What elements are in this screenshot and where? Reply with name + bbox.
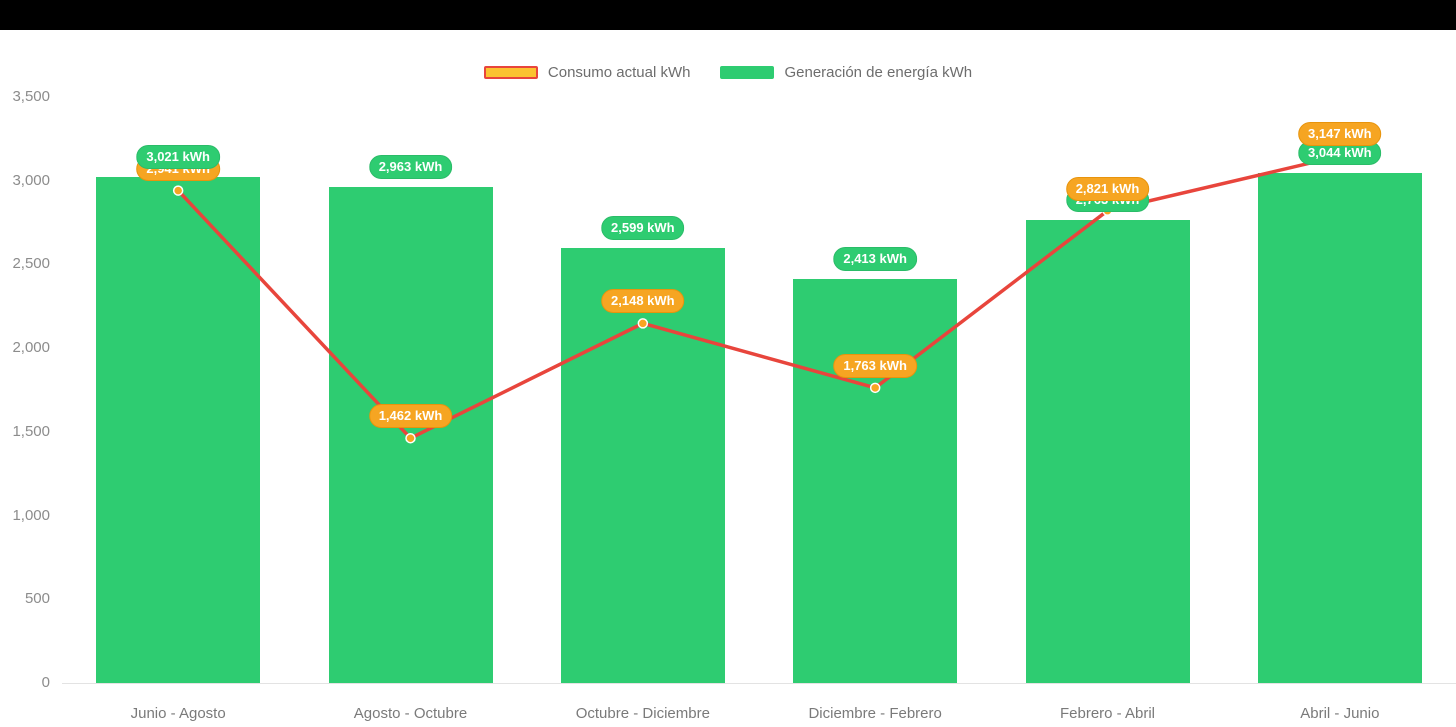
x-axis-label: Junio - Agosto — [130, 705, 226, 722]
y-tick-label: 3,500 — [12, 88, 50, 105]
bar-generacion[interactable] — [1025, 220, 1190, 683]
bar-generacion[interactable] — [96, 177, 261, 683]
bar-value-badge: 2,413 kWh — [833, 246, 917, 271]
bar-value-badge: 2,963 kWh — [368, 154, 453, 179]
chart-card: Consumo actual kWh Generación de energía… — [0, 30, 1456, 727]
legend-item-consumo[interactable]: Consumo actual kWh — [483, 64, 691, 81]
bar-value-badge: 2,599 kWh — [601, 215, 685, 240]
legend-label-consumo: Consumo actual kWh — [547, 64, 691, 81]
bar-value-badge: 3,021 kWh — [136, 145, 220, 170]
x-axis-label: Agosto - Octubre — [353, 705, 468, 722]
line-value-badge: 3,147 kWh — [1298, 122, 1382, 147]
consumo-swatch-icon — [483, 66, 538, 79]
line-value-badge: 2,148 kWh — [601, 289, 685, 314]
top-bar — [0, 0, 1456, 30]
y-tick-label: 500 — [24, 590, 50, 608]
y-tick-label: 2,500 — [12, 255, 50, 273]
x-axis-label: Febrero - Abril — [1059, 705, 1156, 722]
legend-label-generacion: Generación de energía kWh — [784, 64, 973, 81]
line-value-badge: 1,763 kWh — [833, 353, 917, 378]
y-tick-label: 1,000 — [12, 506, 50, 524]
y-tick-label: 3,000 — [12, 171, 50, 189]
line-value-badge: 1,462 kWh — [368, 404, 453, 429]
line-marker[interactable] — [637, 318, 649, 329]
legend-item-generacion[interactable]: Generación de energía kWh — [720, 64, 972, 81]
consumo-line — [176, 154, 1341, 440]
y-tick-label: 0 — [41, 674, 50, 691]
generacion-swatch-icon — [720, 66, 775, 79]
bar-generacion[interactable] — [1257, 173, 1422, 683]
legend: Consumo actual kWh Generación de energía… — [0, 64, 1456, 81]
y-tick-label: 1,500 — [12, 422, 50, 440]
y-tick-label: 2,000 — [12, 339, 50, 357]
line-marker[interactable] — [172, 185, 184, 196]
line-value-badge: 2,821 kWh — [1065, 176, 1150, 201]
x-axis-line — [62, 683, 1456, 684]
x-axis-label: Abril - Junio — [1300, 705, 1380, 722]
x-axis-label: Diciembre - Febrero — [808, 705, 942, 722]
x-axis-label: Octubre - Diciembre — [575, 705, 710, 722]
line-marker[interactable] — [405, 432, 416, 444]
line-marker[interactable] — [869, 382, 881, 394]
consumo-line-layer — [172, 150, 1346, 444]
